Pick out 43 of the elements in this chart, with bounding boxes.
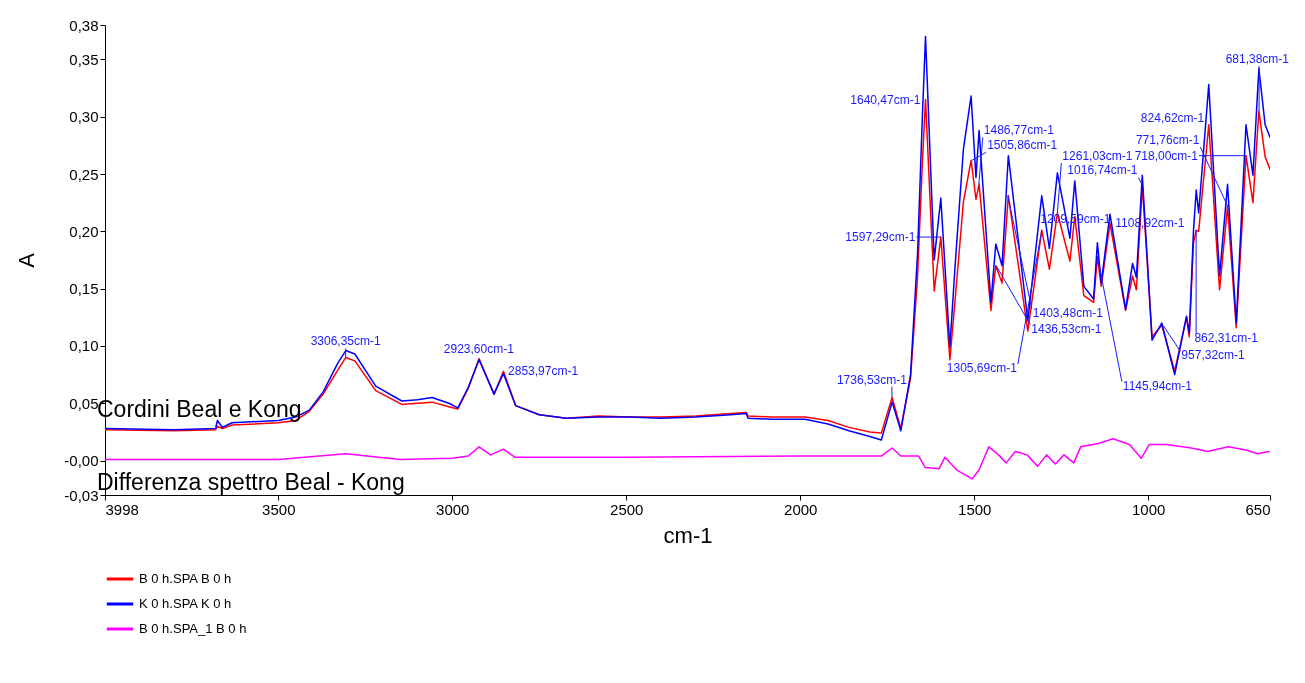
y-tick-label: 0,20 [69,222,99,240]
annotation: 1261,03cm-1 [1062,149,1133,163]
annotation: 1305,69cm-1 [946,361,1018,376]
annotation: 681,38cm-1 [1225,51,1290,66]
legend-label: B 0 h.SPA B 0 h [139,571,232,586]
x-tick-label: 650 [1245,500,1271,518]
annotation: 2853,97cm-1 [508,364,579,379]
annotation: 1505,86cm-1 [987,138,1058,153]
annotation: 957,32cm-1 [1181,348,1246,363]
x-tick-label: 3500 [262,500,296,518]
y-tick-label: 0,38 [69,16,99,34]
annotation: 862,31cm-1 [1194,331,1259,346]
annotation: 824,62cm-1 [1140,111,1205,126]
annotation: 1436,53cm-1 [1031,321,1102,336]
x-tick-label: 3000 [436,500,470,518]
annotation: 1016,74cm-1 [1067,163,1138,178]
annotation: 2923,60cm-1 [443,341,515,356]
y-tick-label: -0,03 [64,486,99,504]
x-tick-label: 2500 [610,500,644,518]
y-axis-title: A [14,252,40,268]
annotation: 1736,53cm-1 [836,372,908,387]
x-tick-label: 3998 [105,500,139,518]
y-tick-label: -0,00 [64,452,99,470]
y-tick-label: 0,05 [69,394,99,412]
annotation: 1486,77cm-1 [983,123,1055,138]
annotation: 3306,35cm-1 [310,334,382,349]
legend-label: K 0 h.SPA K 0 h [139,596,232,611]
annotation: 1403,48cm-1 [1032,305,1104,320]
legend-label: B 0 h.SPA_1 B 0 h [139,621,247,636]
x-tick-label: 1500 [958,500,992,518]
y-tick-label: 0,15 [69,280,99,298]
y-tick-label: 0,10 [69,337,99,355]
x-tick-label: 1000 [1132,500,1166,518]
annotation: 1640,47cm-1 [850,92,921,107]
x-axis-title: cm-1 [663,522,713,548]
annotation: 1145,94cm-1 [1122,378,1193,393]
annotation: 771,76cm-1 [1135,133,1200,148]
y-tick-label: 0,35 [69,50,99,68]
annotation: 1597,29cm-1 [845,230,916,245]
annotation: 718,00cm-1 [1134,148,1199,163]
x-tick-label: 2000 [784,500,818,518]
y-tick-label: 0,25 [69,165,99,183]
y-tick-label: 0,30 [69,108,99,126]
